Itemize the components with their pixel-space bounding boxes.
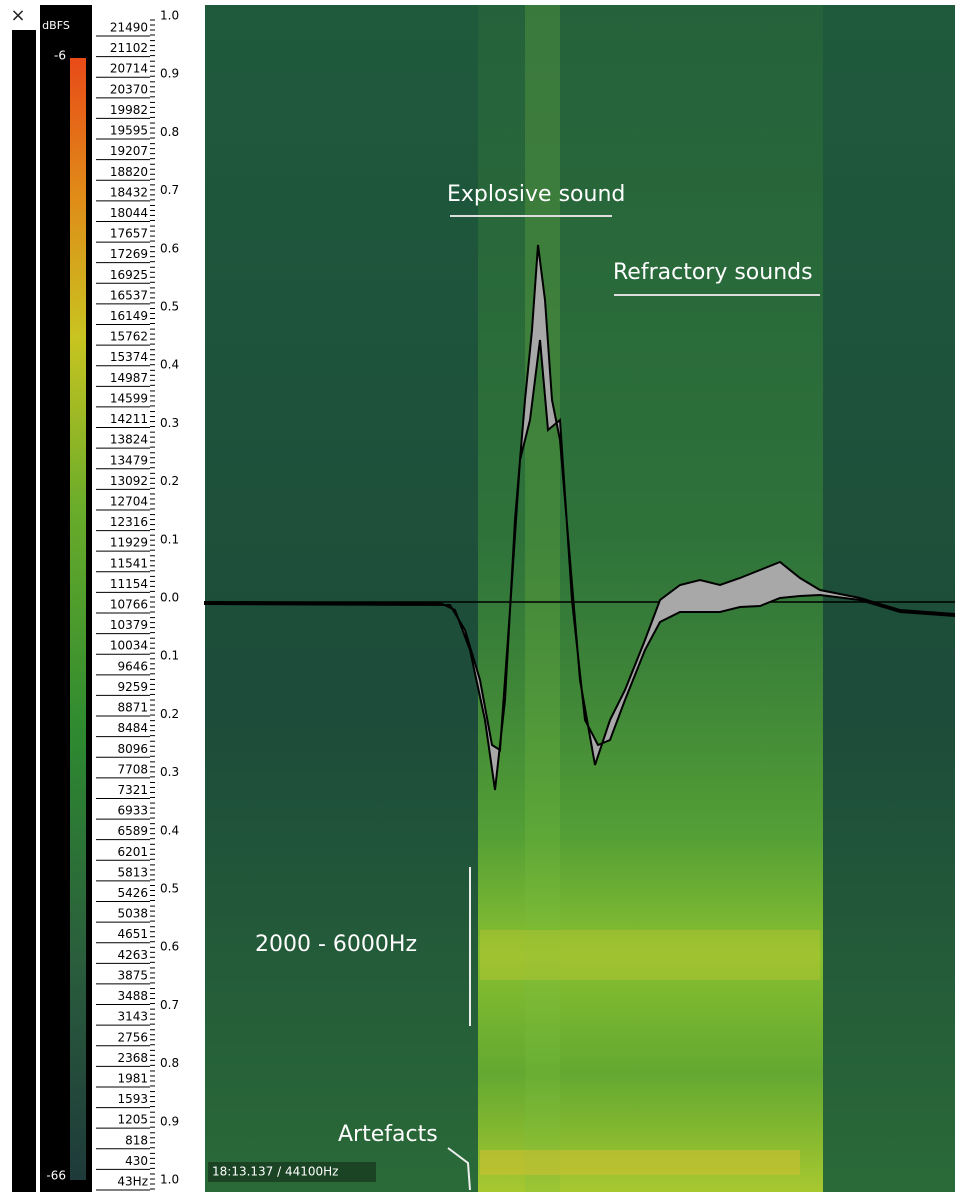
frequency-label: 6201 [117, 845, 148, 859]
frequency-label: 3143 [117, 1010, 148, 1024]
frequency-label: 18432 [110, 185, 148, 199]
frequency-label: 430 [125, 1154, 148, 1168]
frequency-label: 5038 [117, 907, 148, 921]
frequency-label: 4651 [117, 927, 148, 941]
frequency-label: 21102 [110, 41, 148, 55]
waveform [204, 244, 955, 791]
frequency-label: 9259 [117, 680, 148, 694]
frequency-label: 6933 [117, 804, 148, 818]
amplitude-label: 0.7 [160, 998, 179, 1012]
side-strip [12, 30, 36, 1192]
frequency-label: 1593 [117, 1092, 148, 1106]
frequency-axis: 21490 21102 20714 20370 19982 19595 19207 18820… [96, 19, 155, 1191]
frequency-label: 19595 [110, 124, 148, 138]
amplitude-label: 0.8 [160, 125, 179, 139]
status: 18:13.137 / 44100Hz [212, 1165, 338, 1179]
frequency-label: 14211 [110, 412, 148, 426]
frequency-label: 20370 [110, 82, 148, 96]
frequency-label: 1205 [117, 1113, 148, 1127]
frequency-label: 8096 [117, 742, 148, 756]
amplitude-label: 0.4 [160, 823, 179, 837]
colorbar-max: -6 [54, 49, 66, 63]
amplitude-label: 0.7 [160, 183, 179, 197]
frequency-label: 11929 [110, 536, 148, 550]
frequency-label: 5426 [117, 886, 148, 900]
amplitude-label: 0.6 [160, 241, 179, 255]
close-button[interactable]: × [10, 5, 25, 26]
spectrogram-hot-band [480, 930, 820, 980]
frequency-label: 13092 [110, 474, 148, 488]
frequency-label: 3875 [117, 968, 148, 982]
frequency-label: 6589 [117, 824, 148, 838]
frequency-label: 10379 [110, 618, 148, 632]
annotation: Artefacts [338, 1122, 438, 1147]
annotation: Refractory sounds [613, 260, 813, 285]
amplitude-label: 0.8 [160, 1056, 179, 1070]
frequency-label: 15762 [110, 330, 148, 344]
frequency-label: 13479 [110, 453, 148, 467]
amplitude-label: 0.1 [160, 532, 179, 546]
frequency-label: 14987 [110, 371, 148, 385]
frequency-label: 7708 [117, 762, 148, 776]
amplitude-label: 0.5 [160, 300, 179, 314]
amplitude-label: 0.9 [160, 1114, 179, 1128]
amplitude-label: 0.3 [160, 765, 179, 779]
frequency-label: 13824 [110, 433, 148, 447]
frequency-label: 17657 [110, 227, 148, 241]
annotation-line [447, 1147, 471, 1191]
amplitude-label: 0.3 [160, 416, 179, 430]
frequency-label: 16149 [110, 309, 148, 323]
spectrogram-burst [525, 5, 560, 1192]
colorbar [70, 58, 86, 1180]
frequency-label: 17269 [110, 247, 148, 261]
frequency-label: 3488 [117, 989, 148, 1003]
frequency-label: 7321 [117, 783, 148, 797]
amplitude-label: 0.6 [160, 940, 179, 954]
frequency-label: 43Hz [117, 1175, 148, 1189]
amplitude-label: 0.0 [160, 591, 179, 605]
amplitude-axis: 1.0 0.9 0.8 0.7 0.6 0.5 0.4 0.3 0.2 0.1 0.0 0.1 0.2 0… [160, 9, 179, 1187]
frequency-label: 10034 [110, 639, 148, 653]
frequency-label: 18820 [110, 165, 148, 179]
status-bg [208, 1162, 376, 1182]
frequency-label: 21490 [110, 21, 148, 35]
frequency-label: 20714 [110, 62, 148, 76]
amplitude-label: 0.5 [160, 882, 179, 896]
amplitude-label: 0.9 [160, 67, 179, 81]
frequency-label: 19207 [110, 144, 148, 158]
frequency-label: 2756 [117, 1030, 148, 1044]
frequency-label: 12704 [110, 494, 148, 508]
frequency-label: 2368 [117, 1051, 148, 1065]
frequency-label: 11541 [110, 556, 148, 570]
annotation: Explosive sound [447, 182, 625, 207]
frequency-label: 16925 [110, 268, 148, 282]
frequency-label: 4263 [117, 948, 148, 962]
frequency-label: 8871 [117, 701, 148, 715]
amplitude-label: 1.0 [160, 9, 179, 23]
frequency-label: 10766 [110, 598, 148, 612]
frequency-label: 18044 [110, 206, 148, 220]
colorbar-min: -66 [46, 1169, 66, 1183]
frequency-label: 9646 [117, 659, 148, 673]
frequency-label: 14599 [110, 391, 148, 405]
frequency-label: 19982 [110, 103, 148, 117]
frequency-label: 15374 [110, 350, 148, 364]
frequency-label: 16537 [110, 288, 148, 302]
frequency-label: 12316 [110, 515, 148, 529]
frequency-label: 8484 [117, 721, 148, 735]
annotation: 2000 - 6000Hz [255, 932, 417, 957]
frequency-label: 818 [125, 1133, 148, 1147]
frequency-label: 11154 [110, 577, 148, 591]
amplitude-label: 0.2 [160, 707, 179, 721]
amplitude-label: 0.1 [160, 649, 179, 663]
amplitude-label: 1.0 [160, 1173, 179, 1187]
frequency-label: 5813 [117, 865, 148, 879]
spectrogram-hot-band [480, 1150, 800, 1175]
amplitude-label: 0.4 [160, 358, 179, 372]
amplitude-label: 0.2 [160, 474, 179, 488]
colorbar-unit: dBFS [42, 19, 70, 32]
frequency-label: 1981 [117, 1071, 148, 1085]
